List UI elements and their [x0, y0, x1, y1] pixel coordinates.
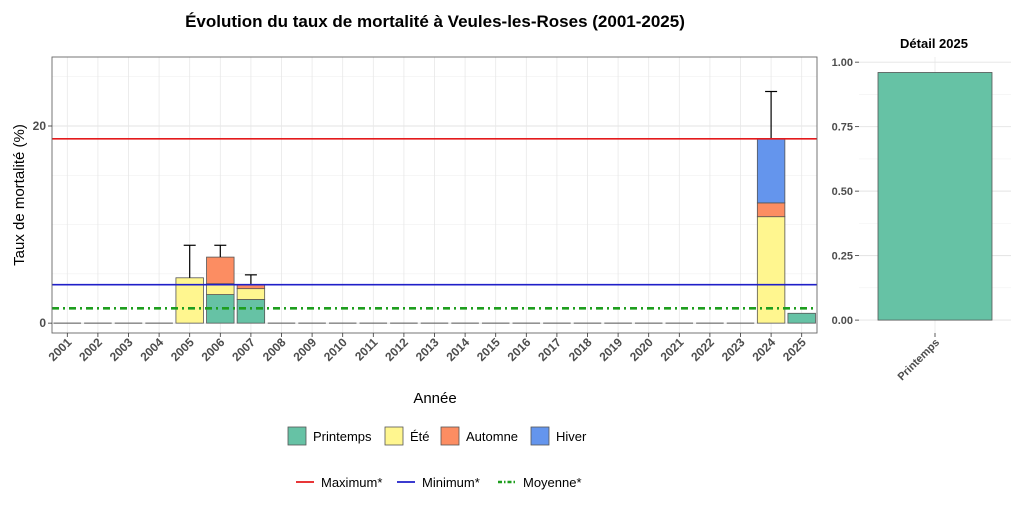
x-tick-label: 2001: [46, 335, 75, 364]
x-axis-title: Année: [413, 390, 456, 407]
legend-line-label-Minimum: Minimum*: [422, 475, 480, 490]
side-y-tick-label: 0.50: [832, 186, 853, 198]
x-tick-label: 2010: [321, 335, 350, 364]
legend-swatch-Automne: [440, 426, 460, 446]
side-plot: 0.00 0.25 0.50 0.75 1.00 Printemps: [832, 57, 1011, 383]
chart-title: Évolution du taux de mortalité à Veules-…: [185, 12, 685, 31]
y-tick-label: 0: [39, 316, 46, 330]
x-tick-label: 2006: [199, 335, 228, 364]
bar-Printemps-2025: [787, 312, 816, 324]
x-tick-label: 2018: [566, 335, 595, 364]
x-tick-label: 2016: [505, 335, 534, 364]
x-tick-label: 2014: [443, 335, 472, 364]
x-tick-label: 2005: [168, 335, 197, 364]
y-tick-label: 20: [33, 119, 47, 133]
bar-Hiver-2024: [756, 138, 786, 204]
x-tick-label: 2021: [658, 335, 687, 364]
legend-swatch-Printemps: [287, 426, 307, 446]
x-tick-label: 2019: [596, 335, 625, 364]
y-axis-title: Taux de mortalité (%): [11, 124, 28, 266]
legend-label-Printemps: Printemps: [313, 429, 372, 444]
side-y-tick-label: 1.00: [832, 57, 853, 69]
x-tick-label: 2020: [627, 335, 656, 364]
bar-Été-2007: [236, 288, 266, 300]
legend-label-Été: Été: [410, 429, 430, 444]
legend-swatch-Hiver: [530, 426, 550, 446]
x-tick-label: 2023: [719, 335, 748, 364]
x-tick-label: 2022: [688, 335, 717, 364]
x-tick-label: 2007: [229, 335, 258, 364]
x-tick-label: 2012: [382, 335, 411, 364]
side-chart-title: Détail 2025: [900, 36, 968, 51]
x-tick-label: 2008: [260, 335, 289, 364]
x-tick-label: 2025: [780, 335, 809, 364]
x-tick-label: 2017: [535, 335, 564, 364]
legend-label-Automne: Automne: [466, 429, 518, 444]
bar-Automne-2006: [206, 256, 235, 285]
legend-line-label-Moyenne: Moyenne*: [523, 475, 582, 490]
x-tick-label: 2024: [749, 335, 778, 364]
x-tick-label: 2009: [290, 335, 319, 364]
season-legend: Printemps Été Automne Hiver: [287, 426, 587, 446]
x-tick-label: 2015: [474, 335, 503, 364]
side-y-tick-label: 0.00: [832, 315, 853, 327]
x-tick-label: 2013: [413, 335, 442, 364]
side-y-tick-label: 0.25: [832, 251, 853, 263]
bar-Printemps-2007: [236, 299, 266, 324]
x-tick-label: 2004: [137, 335, 166, 364]
x-tick-label: 2002: [76, 335, 105, 364]
reference-line-legend: Maximum* Minimum* Moyenne*: [296, 475, 582, 490]
bar-Été-2024: [756, 216, 786, 324]
bar-Automne-2024: [756, 202, 786, 218]
x-tick-label: 2011: [352, 335, 381, 364]
x-tick-label: 2003: [107, 335, 136, 364]
legend-line-label-Maximum: Maximum*: [321, 475, 382, 490]
legend-swatch-Été: [384, 426, 404, 446]
side-x-tick-label: Printemps: [896, 337, 943, 384]
legend-label-Hiver: Hiver: [556, 429, 587, 444]
side-y-tick-label: 0.75: [832, 122, 853, 134]
side-bar-Printemps: [877, 72, 993, 321]
